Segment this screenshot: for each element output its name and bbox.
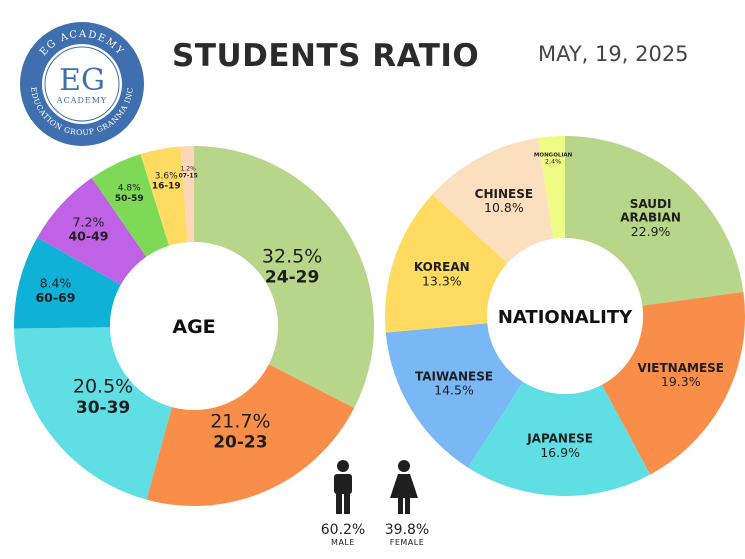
nationality-value-label-japanese: 16.9% <box>540 445 580 460</box>
age-slice-20-23 <box>146 364 355 506</box>
page-title: STUDENTS RATIO <box>172 38 480 74</box>
nationality-slice-chinese <box>432 138 554 264</box>
male-label: MALE <box>331 538 355 547</box>
nationality-center-label: NATIONALITY <box>498 307 633 328</box>
age-value-label-20-23: 21.7% <box>210 411 270 433</box>
female-label: FEMALE <box>389 538 425 547</box>
age-slice-40-49 <box>37 177 147 285</box>
age-value-label-50-59: 4.8% <box>118 184 141 194</box>
nationality-slice-korean <box>384 194 508 333</box>
nationality-value-label-taiwanese: 14.5% <box>434 383 474 398</box>
nationality-value-label-korean: 13.3% <box>422 273 462 288</box>
age-slice-07-15 <box>180 146 194 243</box>
age-slice-50-59 <box>91 154 170 257</box>
nationality-slice-taiwanese <box>385 323 524 468</box>
nationality-category-label-chinese: CHINESE <box>475 187 533 201</box>
age-category-label-07-15: 07-15 <box>179 172 198 179</box>
logo-subtitle: ACADEMY <box>56 96 107 105</box>
nationality-category-label-vietnamese: VIETNAMESE <box>638 361 724 375</box>
age-slice-30-39 <box>14 327 172 500</box>
age-value-label-60-69: 8.4% <box>40 275 72 290</box>
nationality-category-label-korean: KOREAN <box>414 260 470 274</box>
logo-initials: EG <box>59 63 105 98</box>
age-category-label-60-69: 60-69 <box>35 290 75 305</box>
age-slice-16-19 <box>140 146 188 246</box>
female-icon <box>390 460 418 514</box>
age-category-label-24-29: 24-29 <box>265 267 319 287</box>
male-icon <box>334 460 352 514</box>
female-stat: 39.8% FEMALE <box>378 522 436 547</box>
age-category-label-40-49: 40-49 <box>68 229 108 244</box>
female-percent: 39.8% <box>384 522 430 538</box>
age-category-label-16-19: 16-19 <box>152 182 181 192</box>
age-category-label-50-59: 50-59 <box>115 194 144 204</box>
age-center-label: AGE <box>172 316 215 338</box>
age-category-label-30-39: 30-39 <box>76 398 130 418</box>
eg-academy-logo: EG ACADEMY EDUCATION GROUP GRANMA INC EG… <box>20 22 144 146</box>
age-slice-24-29 <box>194 146 375 409</box>
age-category-label-20-23: 20-23 <box>213 433 267 453</box>
age-donut-chart: 32.5%24-29 21.7%20-23 20.5%30-39 8.4%60-69 7… <box>14 146 375 506</box>
nationality-value-label-vietnamese: 19.3% <box>661 374 701 389</box>
nationality-slice-saudi-arabian <box>565 136 744 306</box>
nationality-slice-mongolian <box>537 136 565 239</box>
age-value-label-30-39: 20.5% <box>73 376 133 398</box>
nationality-value-label-chinese: 10.8% <box>484 200 524 215</box>
nationality-donut-hole <box>487 238 643 394</box>
age-value-label-16-19: 3.6% <box>155 171 178 181</box>
male-stat: 60.2% MALE <box>316 522 370 547</box>
nationality-value-label-saudi-arabian: 22.9% <box>631 224 671 239</box>
nationality-category-label-japanese: JAPANESE <box>526 432 593 446</box>
age-value-label-40-49: 7.2% <box>73 214 105 229</box>
age-donut-hole <box>110 242 278 410</box>
nationality-category-label-taiwanese: TAIWANESE <box>415 369 493 383</box>
nationality-slice-japanese <box>468 381 651 497</box>
nationality-slice-vietnamese <box>601 292 745 475</box>
age-value-label-07-15: 1.2% <box>181 166 197 173</box>
gender-icons <box>334 460 418 514</box>
ship-icon <box>71 105 93 119</box>
age-value-label-24-29: 32.5% <box>262 245 322 267</box>
nationality-value-label-mongolian: 2.4% <box>545 158 562 166</box>
nationality-category-label-mongolian: MONGOLIAN <box>534 152 573 158</box>
nationality-category-label-saudi-arabian-0: SAUDI <box>630 197 672 211</box>
age-slice-60-69 <box>14 237 121 329</box>
nationality-category-label-saudi-arabian-1: ARABIAN <box>620 211 681 225</box>
male-percent: 60.2% <box>320 522 366 538</box>
report-date: MAY, 19, 2025 <box>538 42 689 66</box>
